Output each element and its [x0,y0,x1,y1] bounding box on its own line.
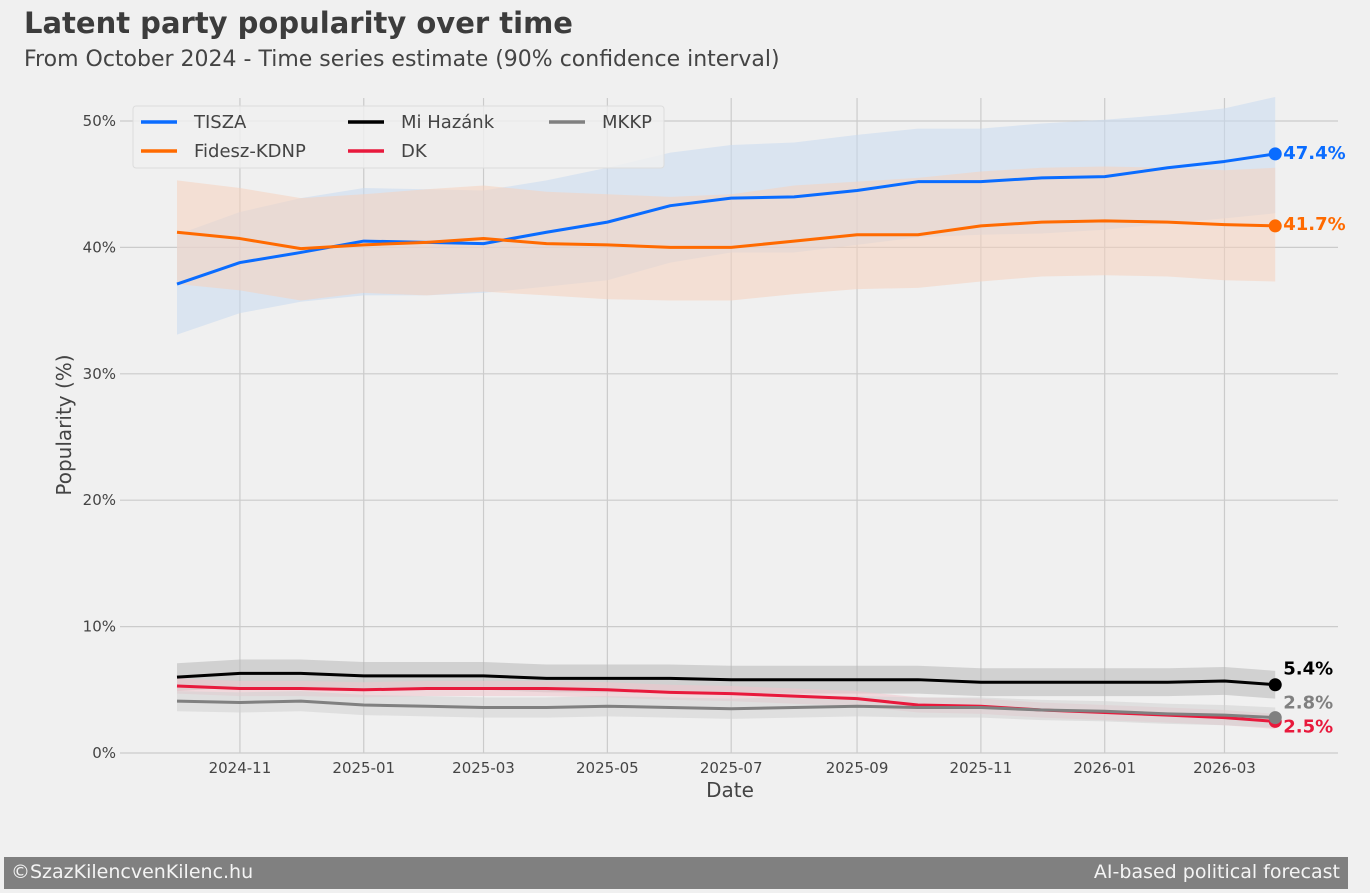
footer-bar: ©SzazKilencvenKilenc.hu AI-based politic… [4,857,1348,889]
end-markers: 47.4% 41.7% 5.4% 2.5%2.8% [1268,143,1346,737]
x-tick-label: 2024-11 [209,759,272,777]
chart-title: Latent party popularity over time [24,6,573,40]
end-point-tisza [1268,147,1282,161]
end-label-fidesz-kdnp: 41.7% [1283,214,1345,235]
y-tick-label: 20% [83,491,116,509]
series-line-mkkp [176,699,1276,720]
series-line-fidesz-kdnp [176,219,1276,251]
end-point-mkkp [1268,711,1282,725]
legend-label: DK [401,141,428,162]
y-tick-label: 30% [83,365,116,383]
confidence-bands [177,96,1276,729]
end-label-mi-haz-nk: 5.4% [1283,659,1333,680]
x-tick-label: 2025-09 [826,759,889,777]
y-tick-label: 40% [83,238,116,256]
legend-label: Mi Hazánk [401,112,495,133]
x-tick-label: 2025-11 [950,759,1013,777]
end-point-mi-haz-nk [1268,678,1282,692]
x-tick-label: 2025-05 [576,759,639,777]
confidence-band-dk [177,678,1276,729]
series-line-mi-haz-nk [176,671,1276,687]
footer-tagline: AI-based political forecast [1093,861,1340,883]
x-tick-label: 2025-07 [700,759,763,777]
x-tick-label: 2026-01 [1073,759,1136,777]
end-point-fidesz-kdnp [1268,219,1282,233]
confidence-band-fidesz-kdnp [177,166,1276,301]
legend: TISZA Fidesz-KDNP Mi Hazánk DK MKKP [132,105,665,169]
y-tick-label: 10% [83,618,116,636]
series-line-tisza [176,152,1276,286]
x-tick-label: 2025-03 [452,759,515,777]
legend-label: MKKP [602,112,652,133]
y-axis-label: Popularity (%) [52,354,76,495]
legend-box [132,105,665,169]
axis-ticks: 0% 10% 20% 30% 40% 50% 2024-11 2025-01 2025-03 20… [83,112,1256,777]
y-tick-label: 0% [92,744,116,762]
end-label-tisza: 47.4% [1283,143,1345,164]
end-label-dk: 2.5% [1283,716,1333,737]
series-lines [176,152,1276,723]
legend-label: Fidesz-KDNP [194,141,306,162]
end-label-mkkp: 2.8% [1283,693,1333,714]
chart-subtitle: From October 2024 - Time series estimate… [24,47,780,72]
x-axis-label: Date [706,778,754,802]
x-tick-label: 2026-03 [1193,759,1256,777]
legend-label: TISZA [193,112,247,133]
x-tick-label: 2025-01 [332,759,395,777]
y-tick-label: 50% [83,112,116,130]
footer-copyright: ©SzazKilencvenKilenc.hu [11,861,254,883]
